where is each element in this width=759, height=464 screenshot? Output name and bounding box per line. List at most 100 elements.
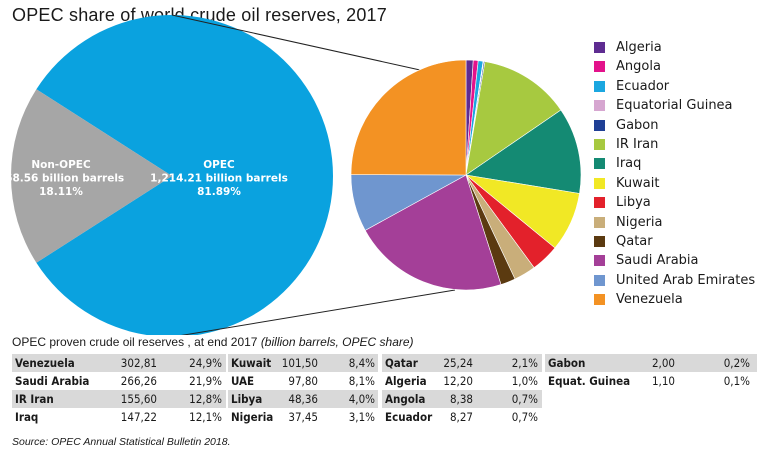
row-reserves: 12,20 <box>443 374 473 388</box>
table-row: Angola 8,38 0,7% <box>382 390 542 408</box>
row-country: Equat. Guinea <box>548 374 631 388</box>
slice-opec <box>36 15 333 335</box>
legend-swatch <box>594 100 605 112</box>
table-group-4: Gabon 2,00 0,2% Equat. Guinea 1,10 0,1% <box>545 354 757 390</box>
legend-label: Iraq <box>616 156 642 172</box>
legend-swatch <box>594 177 605 189</box>
legend-label: Nigeria <box>616 214 663 230</box>
row-reserves: 97,80 <box>288 374 318 388</box>
legend-swatch <box>594 119 605 131</box>
table-row: Qatar 25,24 2,1% <box>382 354 542 372</box>
row-country: IR Iran <box>15 392 54 406</box>
opec-label: OPEC <box>203 159 235 171</box>
row-reserves: 8,27 <box>449 410 473 424</box>
legend-swatch <box>594 235 605 247</box>
row-country: Venezuela <box>15 356 75 370</box>
row-share: 0,7% <box>511 410 538 424</box>
row-country: Libya <box>231 392 263 406</box>
table-group-1: Venezuela 302,81 24,9% Saudi Arabia 266,26 21… <box>12 354 226 426</box>
source-note: Source: OPEC Annual Statistical Bulletin… <box>12 436 231 448</box>
legend-swatch <box>594 294 605 306</box>
row-share: 12,1% <box>189 410 222 424</box>
row-country: Nigeria <box>231 410 274 424</box>
row-reserves: 2,00 <box>651 356 675 370</box>
legend-label: IR Iran <box>616 136 659 152</box>
legend-swatch <box>594 255 605 267</box>
table-row: Libya 48,36 4,0% <box>228 390 378 408</box>
row-reserves: 48,36 <box>288 392 318 406</box>
legend-label: Equatorial Guinea <box>616 98 733 114</box>
legend-swatch <box>594 138 605 150</box>
row-share: 24,9% <box>189 356 222 370</box>
row-country: Qatar <box>385 356 418 370</box>
table-caption-unit: (billion barrels, OPEC share) <box>260 335 414 349</box>
legend-swatch <box>594 274 605 286</box>
row-country: Iraq <box>15 410 39 424</box>
row-country: Angola <box>385 392 426 406</box>
table-row: IR Iran 155,60 12,8% <box>12 390 226 408</box>
row-country: UAE <box>231 374 255 388</box>
table-row: Venezuela 302,81 24,9% <box>12 354 226 372</box>
legend-swatch <box>594 158 605 170</box>
table-row: Ecuador 8,27 0,7% <box>382 408 542 426</box>
row-share: 2,1% <box>511 356 538 370</box>
slice-non-opec <box>10 89 172 263</box>
slice-iraq <box>465 109 582 194</box>
legend-swatch <box>594 42 605 53</box>
legend-label: Algeria <box>616 40 662 55</box>
row-share: 0,2% <box>723 356 750 370</box>
row-reserves: 302,81 <box>120 356 157 370</box>
row-share: 12,8% <box>189 392 222 406</box>
row-share: 1,0% <box>511 374 538 388</box>
row-country: Kuwait <box>231 356 272 370</box>
row-country: Gabon <box>548 356 586 370</box>
slice-saudi-arabia <box>364 174 502 291</box>
row-country: Algeria <box>385 374 427 388</box>
legend-label: Ecuador <box>616 78 670 94</box>
table-row: Algeria 12,20 1,0% <box>382 372 542 390</box>
row-share: 21,9% <box>189 374 222 388</box>
legend-label: Venezuela <box>616 292 683 308</box>
legend-label: Saudi Arabia <box>616 253 699 269</box>
table-group-3: Qatar 25,24 2,1% Algeria 12,20 1,0% Angola 8,38… <box>382 354 542 426</box>
row-share: 4,0% <box>348 392 375 406</box>
row-country: Saudi Arabia <box>15 374 90 388</box>
legend-label: Angola <box>616 59 661 75</box>
slice-ir-iran <box>465 61 562 176</box>
row-reserves: 266,26 <box>120 374 157 388</box>
legend-swatch <box>594 197 605 209</box>
non-opec-share: 18.11% <box>39 186 83 198</box>
row-share: 0,1% <box>723 374 750 388</box>
row-share: 8,4% <box>348 356 375 370</box>
row-share: 8,1% <box>348 374 375 388</box>
table-row: Nigeria 37,45 3,1% <box>228 408 378 426</box>
row-reserves: 37,45 <box>288 410 318 424</box>
row-reserves: 147,22 <box>120 410 157 424</box>
non-opec-label: Non-OPEC <box>31 159 91 171</box>
row-share: 3,1% <box>348 410 375 424</box>
connector-line-top <box>171 14 421 71</box>
slice-venezuela <box>350 59 467 176</box>
row-reserves: 1,10 <box>651 374 675 388</box>
table-row: Equat. Guinea 1,10 0,1% <box>545 372 757 390</box>
table-caption: OPEC proven crude oil reserves , at end … <box>12 335 414 349</box>
row-reserves: 101,50 <box>281 356 318 370</box>
legend-swatch <box>594 80 605 92</box>
chart-title: OPEC share of world crude oil reserves, … <box>12 5 387 25</box>
table-group-2: Kuwait 101,50 8,4% UAE 97,80 8,1% Libya 48,36 4,… <box>228 354 378 426</box>
legend-label: Qatar <box>616 233 653 249</box>
table-row: UAE 97,80 8,1% <box>228 372 378 390</box>
row-reserves: 155,60 <box>120 392 157 406</box>
connector-line-bottom <box>180 289 456 335</box>
legend-swatch <box>594 216 605 228</box>
legend-label: Gabon <box>616 117 659 133</box>
non-opec-volume: 268.56 billion barrels <box>0 173 124 185</box>
table-caption-main: OPEC proven crude oil reserves , at end … <box>12 335 258 349</box>
table-row: Saudi Arabia 266,26 21,9% <box>12 372 226 390</box>
table-row: Gabon 2,00 0,2% <box>545 354 757 372</box>
legend-label: United Arab Emirates <box>616 272 756 288</box>
legend-label: Kuwait <box>616 175 660 191</box>
opec-share: 81.89% <box>197 186 241 198</box>
opec-volume: 1,214.21 billion barrels <box>150 173 288 185</box>
